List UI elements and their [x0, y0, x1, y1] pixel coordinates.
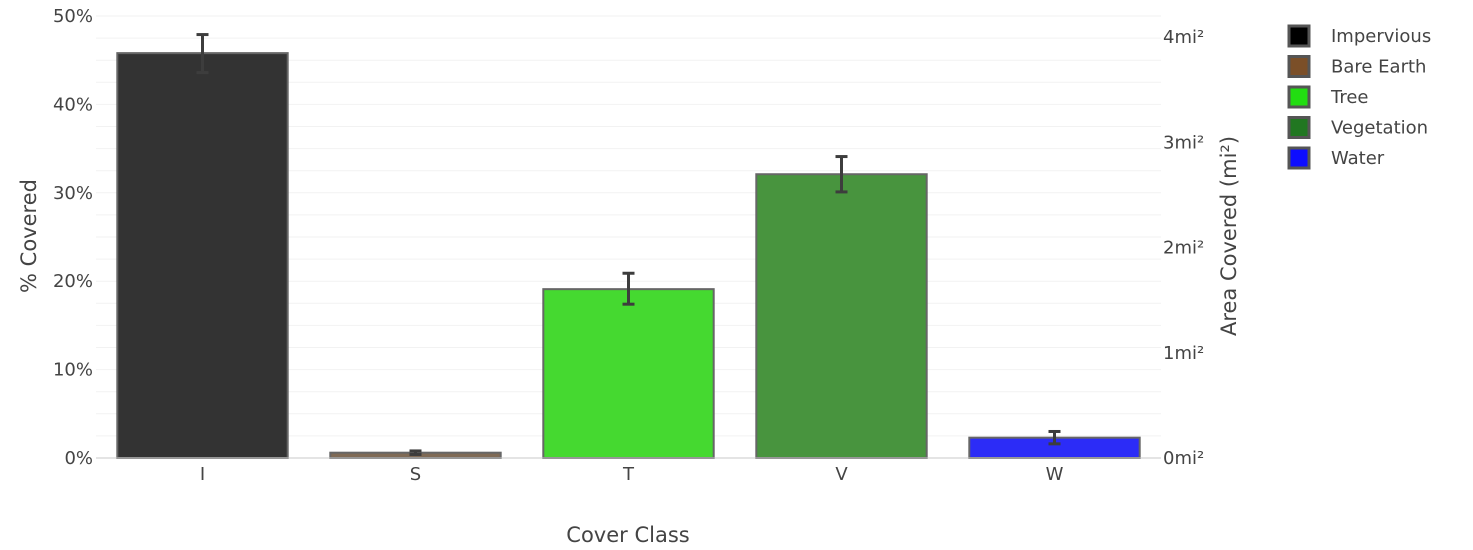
legend-swatch: [1287, 55, 1311, 78]
y2-tick-label: 4mi²: [1163, 27, 1204, 48]
legend-label: Tree: [1330, 87, 1369, 108]
y-tick-label: 50%: [53, 6, 93, 27]
y2-axis-title: Area Covered (mi²): [1217, 136, 1241, 336]
y-tick-label: 30%: [53, 183, 93, 204]
bar-I[interactable]: [116, 52, 289, 460]
error-bars: [196, 33, 1061, 456]
legend: Impervious Bare Earth Tree Vegetation Water: [1287, 24, 1431, 170]
x-axis-title: Cover Class: [566, 523, 689, 547]
x-tick-label: I: [200, 464, 205, 485]
legend-label: Impervious: [1331, 26, 1431, 47]
legend-label: Vegetation: [1331, 118, 1428, 139]
legend-item-tree[interactable]: Tree: [1287, 85, 1369, 109]
legend-swatch: [1287, 116, 1311, 139]
legend-label: Bare Earth: [1331, 57, 1426, 78]
x-tick-label: T: [622, 464, 635, 485]
y2-tick-label: 2mi²: [1163, 238, 1204, 259]
y2-tick-label: 3mi²: [1163, 132, 1204, 153]
legend-item-vegetation[interactable]: Vegetation: [1287, 116, 1428, 139]
y-tick-label: 10%: [53, 360, 93, 381]
y2-tick-label: 0mi²: [1163, 448, 1204, 469]
y-axis-title: % Covered: [17, 179, 41, 293]
bars: [116, 52, 1141, 460]
bar-V[interactable]: [755, 173, 928, 459]
x-tick-label: W: [1046, 464, 1064, 485]
y-tick-label: 40%: [53, 94, 93, 115]
y-tick-label: 0%: [64, 448, 93, 469]
legend-swatch: [1287, 85, 1311, 109]
x-tick-label: V: [835, 464, 848, 485]
y-tick-label: 20%: [53, 271, 93, 292]
y2-axis-ticks: 0mi² 1mi² 2mi² 3mi² 4mi²: [1163, 27, 1204, 469]
y-axis-ticks: 0% 10% 20% 30% 40% 50%: [53, 6, 93, 469]
bar-T[interactable]: [542, 288, 715, 459]
legend-item-bare-earth[interactable]: Bare Earth: [1287, 55, 1426, 78]
legend-swatch: [1287, 24, 1311, 48]
legend-item-water[interactable]: Water: [1287, 146, 1385, 170]
legend-swatch: [1287, 146, 1311, 170]
legend-label: Water: [1331, 148, 1385, 169]
y2-tick-label: 1mi²: [1163, 343, 1204, 364]
x-tick-label: S: [410, 464, 421, 485]
legend-item-impervious[interactable]: Impervious: [1287, 24, 1431, 48]
